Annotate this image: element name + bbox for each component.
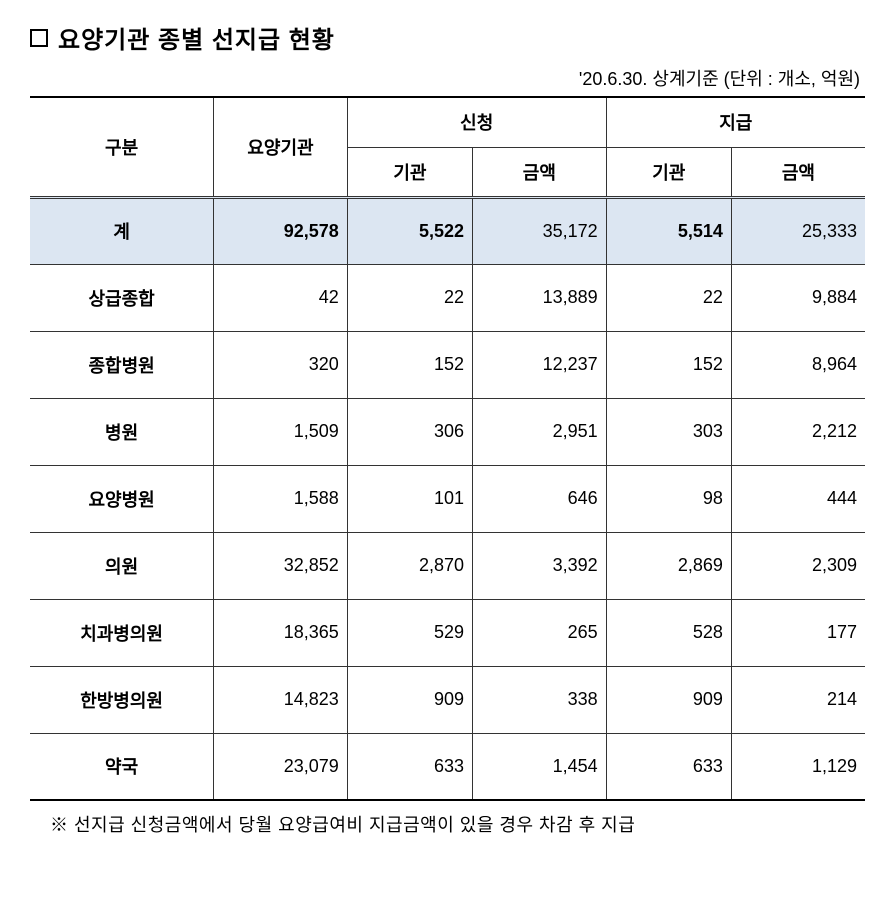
title-row: 요양기관 종별 선지급 현황 bbox=[30, 20, 865, 55]
row-label: 종합병원 bbox=[30, 331, 214, 398]
table-row: 한방병의원14,823909338909214 bbox=[30, 666, 865, 733]
header-pay-inst: 기관 bbox=[606, 147, 731, 197]
table-body: 계92,5785,52235,1725,51425,333상급종합422213,… bbox=[30, 197, 865, 800]
row-value: 2,212 bbox=[731, 398, 865, 465]
row-label: 의원 bbox=[30, 532, 214, 599]
sum-value: 35,172 bbox=[473, 197, 607, 264]
row-label: 약국 bbox=[30, 733, 214, 800]
row-value: 22 bbox=[347, 264, 472, 331]
row-value: 9,884 bbox=[731, 264, 865, 331]
footnote: ※ 선지급 신청금액에서 당월 요양급여비 지급금액이 있을 경우 차감 후 지… bbox=[30, 811, 865, 837]
row-value: 2,309 bbox=[731, 532, 865, 599]
row-label: 요양병원 bbox=[30, 465, 214, 532]
row-value: 2,869 bbox=[606, 532, 731, 599]
header-payment: 지급 bbox=[606, 97, 865, 147]
row-label: 상급종합 bbox=[30, 264, 214, 331]
table-row: 종합병원32015212,2371528,964 bbox=[30, 331, 865, 398]
row-value: 646 bbox=[473, 465, 607, 532]
row-value: 2,951 bbox=[473, 398, 607, 465]
subtitle: '20.6.30. 상계기준 (단위 : 개소, 억원) bbox=[30, 65, 865, 91]
table-row: 병원1,5093062,9513032,212 bbox=[30, 398, 865, 465]
header-application: 신청 bbox=[347, 97, 606, 147]
row-value: 528 bbox=[606, 599, 731, 666]
row-value: 3,392 bbox=[473, 532, 607, 599]
sum-value: 25,333 bbox=[731, 197, 865, 264]
table-row: 약국23,0796331,4546331,129 bbox=[30, 733, 865, 800]
sum-value: 92,578 bbox=[214, 197, 348, 264]
row-value: 444 bbox=[731, 465, 865, 532]
table-row: 요양병원1,58810164698444 bbox=[30, 465, 865, 532]
row-value: 265 bbox=[473, 599, 607, 666]
table-row: 의원32,8522,8703,3922,8692,309 bbox=[30, 532, 865, 599]
header-division: 구분 bbox=[30, 97, 214, 197]
row-value: 1,509 bbox=[214, 398, 348, 465]
header-app-amount: 금액 bbox=[473, 147, 607, 197]
row-value: 22 bbox=[606, 264, 731, 331]
row-value: 320 bbox=[214, 331, 348, 398]
sum-label: 계 bbox=[30, 197, 214, 264]
sum-value: 5,514 bbox=[606, 197, 731, 264]
row-value: 32,852 bbox=[214, 532, 348, 599]
page-title: 요양기관 종별 선지급 현황 bbox=[58, 20, 335, 55]
row-value: 2,870 bbox=[347, 532, 472, 599]
row-label: 한방병의원 bbox=[30, 666, 214, 733]
row-value: 23,079 bbox=[214, 733, 348, 800]
table-row: 치과병의원18,365529265528177 bbox=[30, 599, 865, 666]
row-value: 529 bbox=[347, 599, 472, 666]
header-pay-amount: 금액 bbox=[731, 147, 865, 197]
row-label: 병원 bbox=[30, 398, 214, 465]
sum-value: 5,522 bbox=[347, 197, 472, 264]
table-row: 상급종합422213,889229,884 bbox=[30, 264, 865, 331]
row-value: 177 bbox=[731, 599, 865, 666]
row-value: 12,237 bbox=[473, 331, 607, 398]
table-row-sum: 계92,5785,52235,1725,51425,333 bbox=[30, 197, 865, 264]
header-row-1: 구분 요양기관 신청 지급 bbox=[30, 97, 865, 147]
row-label: 치과병의원 bbox=[30, 599, 214, 666]
row-value: 1,129 bbox=[731, 733, 865, 800]
header-app-inst: 기관 bbox=[347, 147, 472, 197]
row-value: 338 bbox=[473, 666, 607, 733]
row-value: 152 bbox=[347, 331, 472, 398]
row-value: 909 bbox=[347, 666, 472, 733]
checkbox-icon bbox=[30, 29, 48, 47]
row-value: 42 bbox=[214, 264, 348, 331]
row-value: 214 bbox=[731, 666, 865, 733]
row-value: 303 bbox=[606, 398, 731, 465]
row-value: 1,454 bbox=[473, 733, 607, 800]
row-value: 14,823 bbox=[214, 666, 348, 733]
row-value: 18,365 bbox=[214, 599, 348, 666]
header-institution: 요양기관 bbox=[214, 97, 348, 197]
row-value: 1,588 bbox=[214, 465, 348, 532]
row-value: 306 bbox=[347, 398, 472, 465]
row-value: 909 bbox=[606, 666, 731, 733]
row-value: 633 bbox=[606, 733, 731, 800]
data-table: 구분 요양기관 신청 지급 기관 금액 기관 금액 계92,5785,52235… bbox=[30, 96, 865, 801]
row-value: 101 bbox=[347, 465, 472, 532]
row-value: 98 bbox=[606, 465, 731, 532]
table-header: 구분 요양기관 신청 지급 기관 금액 기관 금액 bbox=[30, 97, 865, 197]
row-value: 152 bbox=[606, 331, 731, 398]
row-value: 13,889 bbox=[473, 264, 607, 331]
row-value: 633 bbox=[347, 733, 472, 800]
row-value: 8,964 bbox=[731, 331, 865, 398]
